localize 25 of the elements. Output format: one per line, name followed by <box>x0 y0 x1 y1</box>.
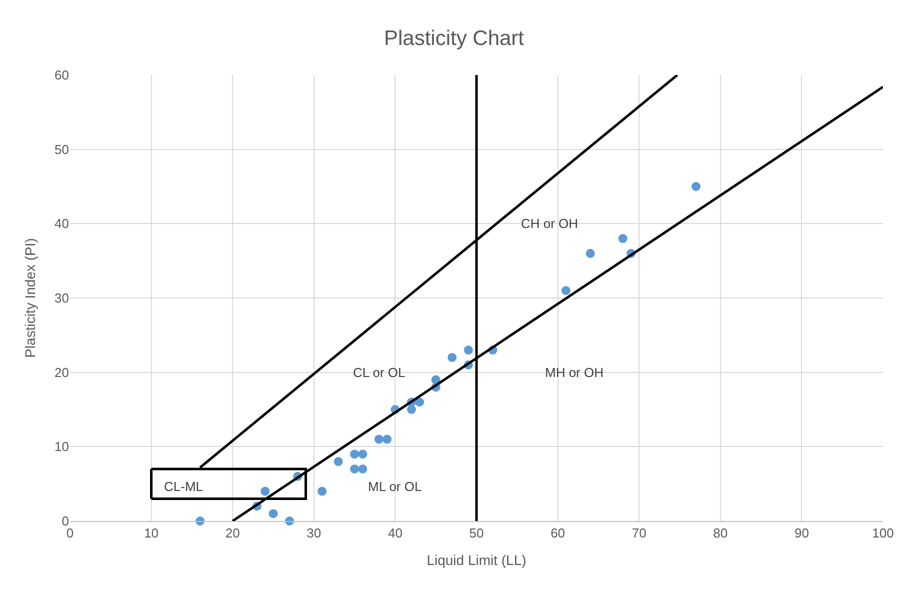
x-tick-label: 40 <box>388 526 402 541</box>
y-tick-label: 50 <box>54 142 69 157</box>
x-tick-label: 20 <box>225 526 240 541</box>
x-tick-label: 50 <box>469 526 484 541</box>
y-axis-title: Plasticity Index (PI) <box>22 238 38 358</box>
y-tick-label: 30 <box>54 290 69 306</box>
x-tick-label: 10 <box>144 526 159 541</box>
annotation: CL-ML <box>164 479 204 494</box>
x-axis-title: Liquid Limit (LL) <box>426 552 526 568</box>
annotation: CL or OL <box>353 365 406 380</box>
x-tick-label: 100 <box>872 526 894 541</box>
y-tick-label: 40 <box>54 216 69 232</box>
x-tick-label: 80 <box>713 526 728 541</box>
x-tick-label: 90 <box>794 526 809 541</box>
annotation: ML or OL <box>368 479 422 494</box>
x-tick-label: 60 <box>550 526 566 541</box>
y-tick-label: 20 <box>54 364 69 380</box>
chart-title: Plasticity Chart <box>384 26 524 50</box>
annotation: MH or OH <box>545 365 604 380</box>
x-tick-label: 70 <box>632 526 646 541</box>
y-tick-label: 10 <box>54 439 69 454</box>
y-tick-label: 60 <box>54 68 69 83</box>
x-tick-label: 30 <box>306 526 322 541</box>
annotation: CH or OH <box>521 216 578 231</box>
y-tick-label: 0 <box>62 514 69 529</box>
